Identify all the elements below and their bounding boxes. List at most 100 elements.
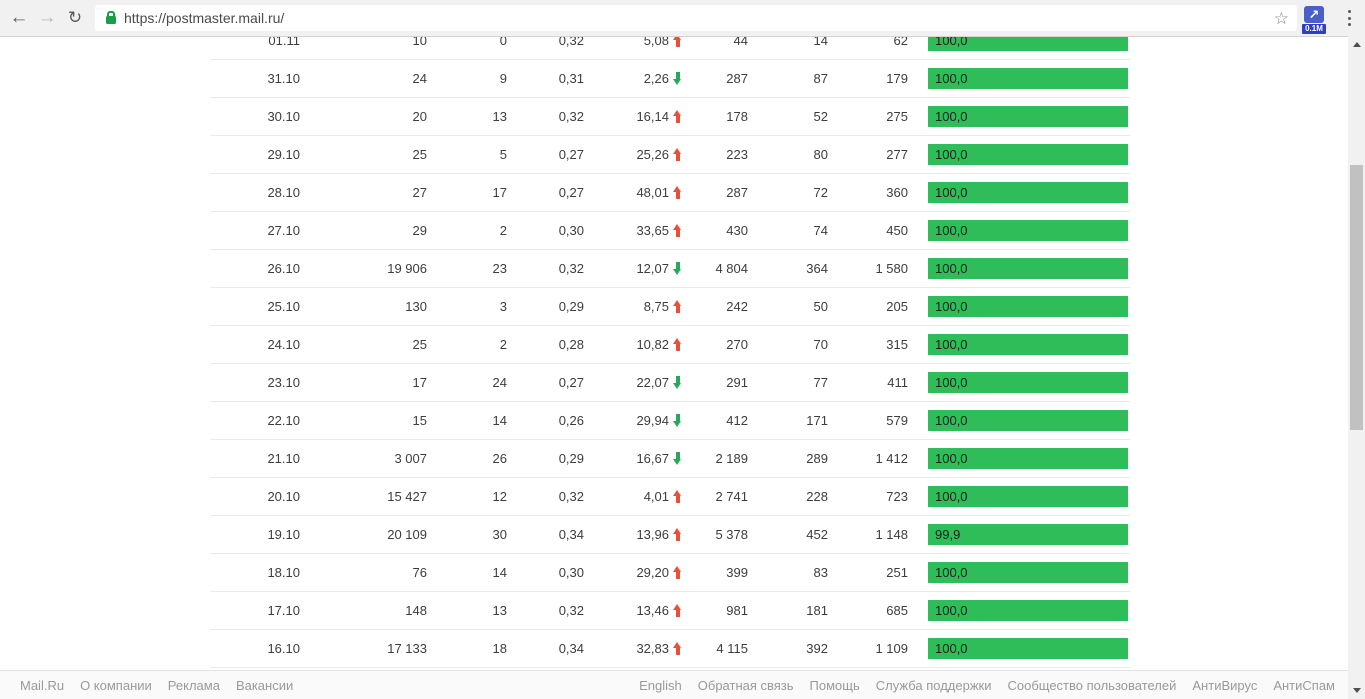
scroll-down-button[interactable] [1348, 682, 1365, 699]
cell-value: 178 [726, 109, 748, 124]
cell-date: 30.10 [267, 109, 300, 124]
bookmark-star-icon[interactable]: ☆ [1273, 8, 1289, 28]
footer-link[interactable]: Mail.Ru [20, 677, 65, 693]
cell-value: 3 [499, 299, 507, 314]
table-row: 23.10 17 24 0,27 22,07 291 77 411 100,0 [210, 364, 1130, 402]
footer-link[interactable]: Сообщество пользователей [1007, 677, 1177, 693]
progress-bar: 100,0 [928, 68, 1128, 89]
cell-percent: 48,01 [584, 185, 682, 200]
footer-link[interactable]: АнтиВирус [1192, 677, 1258, 693]
trend-up-arrow-icon [673, 110, 682, 123]
progress-bar-track: 100,0 [928, 334, 1128, 355]
trend-up-arrow-icon [673, 338, 682, 351]
cell-value: 0,29 [558, 299, 584, 314]
scrollbar-thumb[interactable] [1350, 165, 1363, 430]
scroll-up-button[interactable] [1348, 36, 1365, 53]
cell-value: 251 [886, 565, 908, 580]
cell-value: 412 [726, 413, 748, 428]
percent-value: 10,82 [636, 337, 669, 352]
trend-up-arrow-icon [673, 186, 682, 199]
cell-value: 0,32 [558, 603, 584, 618]
extension-badge: 0.1M [1302, 24, 1326, 34]
cell-date: 23.10 [267, 375, 300, 390]
footer-link[interactable]: О компании [80, 677, 152, 693]
cell-value: 228 [806, 489, 828, 504]
cell-value: 70 [813, 337, 828, 352]
trend-up-arrow-icon [673, 34, 682, 47]
cell-value: 13 [492, 109, 507, 124]
cell-value: 0,28 [558, 337, 584, 352]
browser-menu-button[interactable] [1340, 8, 1358, 28]
cell-percent: 13,46 [584, 603, 682, 618]
cell-value: 23 [492, 261, 507, 276]
cell-value: 3 007 [394, 451, 427, 466]
triangle-up-icon [1352, 42, 1361, 47]
footer-link[interactable]: Помощь [809, 677, 860, 693]
cell-value: 315 [886, 337, 908, 352]
back-button[interactable]: ← [9, 7, 29, 28]
progress-bar-track: 100,0 [928, 486, 1128, 507]
cell-date: 21.10 [267, 451, 300, 466]
cell-value: 15 [412, 413, 427, 428]
cell-value: 0,27 [558, 185, 584, 200]
percent-value: 29,94 [636, 413, 669, 428]
forward-button[interactable]: → [37, 7, 57, 28]
cell-percent: 12,07 [584, 261, 682, 276]
progress-bar: 99,9 [928, 524, 1128, 545]
progress-bar-track: 100,0 [928, 182, 1128, 203]
cell-value: 0,30 [558, 565, 584, 580]
cell-value: 452 [806, 527, 828, 542]
cell-value: 26 [492, 451, 507, 466]
cell-date: 27.10 [267, 223, 300, 238]
footer-link[interactable]: Обратная связь [697, 677, 794, 693]
table-row: 30.10 20 13 0,32 16,14 178 52 275 100,0 [210, 98, 1130, 136]
trend-up-arrow-icon [673, 528, 682, 541]
cell-value: 14 [492, 565, 507, 580]
cell-value: 287 [726, 185, 748, 200]
reload-button[interactable]: ↻ [67, 8, 83, 27]
cell-value: 2 189 [715, 451, 748, 466]
url-text[interactable]: https://postmaster.mail.ru/ [124, 10, 285, 26]
footer-link[interactable]: АнтиСпам [1273, 677, 1335, 693]
cell-value: 83 [813, 565, 828, 580]
trend-up-arrow-icon [673, 300, 682, 313]
cell-value: 20 109 [387, 527, 427, 542]
cell-value: 392 [806, 641, 828, 656]
footer-link[interactable]: Служба поддержки [875, 677, 992, 693]
cell-value: 0,31 [558, 71, 584, 86]
cell-value: 74 [813, 223, 828, 238]
cell-percent: 4,01 [584, 489, 682, 504]
cell-date: 18.10 [267, 565, 300, 580]
progress-bar: 100,0 [928, 600, 1128, 621]
footer-link[interactable]: Реклама [167, 677, 220, 693]
trend-up-arrow-icon [673, 224, 682, 237]
cell-value: 80 [813, 147, 828, 162]
table-row: 29.10 25 5 0,27 25,26 223 80 277 100,0 [210, 136, 1130, 174]
cell-value: 0,30 [558, 223, 584, 238]
cell-percent: 29,94 [584, 413, 682, 428]
percent-value: 25,26 [636, 147, 669, 162]
progress-bar: 100,0 [928, 106, 1128, 127]
footer-link[interactable]: English [639, 677, 682, 693]
table-row: 18.10 76 14 0,30 29,20 399 83 251 100,0 [210, 554, 1130, 592]
trend-up-arrow-icon [673, 566, 682, 579]
cell-value: 0,34 [558, 527, 584, 542]
progress-bar-track: 100,0 [928, 638, 1128, 659]
footer-link[interactable]: Вакансии [235, 677, 294, 693]
scrollbar[interactable] [1348, 36, 1365, 699]
progress-bar: 100,0 [928, 410, 1128, 431]
address-bar[interactable]: https://postmaster.mail.ru/ ☆ [95, 5, 1297, 31]
cell-value: 130 [405, 299, 427, 314]
footer: Mail.Ru О компании Реклама Вакансии English… [0, 670, 1365, 699]
cell-value: 14 [492, 413, 507, 428]
trend-up-arrow-icon [673, 148, 682, 161]
percent-value: 16,67 [636, 451, 669, 466]
extension-button[interactable]: ↗ 0.1M [1302, 6, 1326, 34]
percent-value: 32,83 [636, 641, 669, 656]
cell-value: 171 [806, 413, 828, 428]
table-row: 24.10 25 2 0,28 10,82 270 70 315 100,0 [210, 326, 1130, 364]
cell-value: 2 [499, 337, 507, 352]
percent-value: 16,14 [636, 109, 669, 124]
table-row: 19.10 20 109 30 0,34 13,96 5 378 452 1 1… [210, 516, 1130, 554]
cell-date: 31.10 [267, 71, 300, 86]
